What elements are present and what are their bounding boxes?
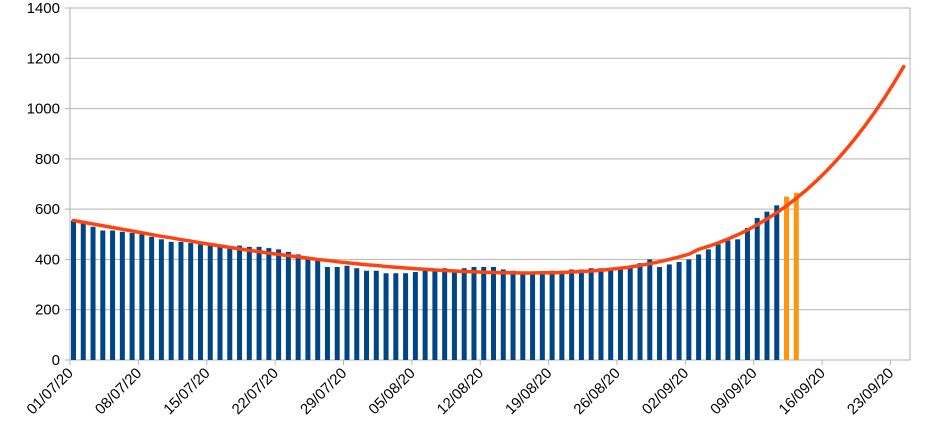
- bar: [217, 245, 223, 360]
- bar: [559, 270, 565, 360]
- bar: [90, 226, 96, 360]
- y-tick-label: 400: [35, 251, 60, 268]
- bar: [344, 265, 350, 360]
- bar: [666, 264, 672, 360]
- bar: [383, 273, 389, 360]
- bar: [110, 230, 116, 360]
- x-tick-label: 26/08/20: [570, 365, 623, 418]
- trend-line: [71, 64, 906, 275]
- bar: [256, 246, 262, 360]
- bar: [500, 269, 506, 360]
- bar: [295, 254, 301, 360]
- bar: [784, 196, 790, 360]
- x-tick-label: 09/09/20: [707, 365, 760, 418]
- x-tick-label: 01/07/20: [24, 365, 77, 418]
- bar: [354, 268, 360, 360]
- bar: [432, 270, 438, 360]
- bar: [578, 269, 584, 360]
- y-tick-label: 1400: [27, 0, 60, 17]
- bar: [324, 266, 330, 360]
- y-tick-label: 0: [52, 352, 60, 369]
- bar: [71, 220, 76, 360]
- bar: [715, 244, 721, 360]
- bar: [451, 269, 457, 360]
- bar: [285, 251, 291, 360]
- x-tick-label: 15/07/20: [160, 365, 213, 418]
- bar: [676, 261, 682, 360]
- bar: [754, 217, 760, 360]
- y-tick-label: 800: [35, 151, 60, 168]
- bar: [227, 246, 233, 360]
- bar: [481, 266, 487, 360]
- bar: [188, 243, 194, 360]
- bar: [373, 270, 379, 360]
- bar: [442, 268, 448, 360]
- bar: [627, 266, 633, 360]
- bar: [549, 270, 555, 360]
- x-tick-label: 02/09/20: [639, 365, 692, 418]
- bar: [364, 270, 370, 360]
- bar: [393, 273, 399, 360]
- bar: [530, 272, 536, 360]
- bar: [422, 270, 428, 360]
- bar: [588, 268, 594, 360]
- bar: [647, 259, 653, 360]
- bar: [100, 230, 106, 360]
- bar: [158, 239, 164, 360]
- bar: [246, 246, 252, 360]
- x-tick-label: 16/09/20: [776, 365, 829, 418]
- bar: [569, 269, 575, 360]
- bar: [334, 266, 340, 360]
- y-tick-label: 1200: [27, 50, 60, 67]
- bar: [764, 211, 770, 360]
- y-tick-label: 1000: [27, 101, 60, 118]
- y-tick-label: 200: [35, 302, 60, 319]
- bar: [520, 272, 526, 360]
- bar: [539, 272, 545, 360]
- bar: [617, 268, 623, 360]
- bar: [178, 241, 184, 360]
- bar: [266, 248, 272, 360]
- x-tick-label: 23/09/20: [844, 365, 897, 418]
- x-tick-label: 08/07/20: [92, 365, 145, 418]
- bar: [744, 228, 750, 360]
- bar: [657, 266, 663, 360]
- bar: [139, 234, 145, 360]
- bar: [237, 245, 243, 360]
- plot-area: [69, 7, 911, 361]
- bar: [315, 260, 321, 360]
- bar: [149, 236, 155, 360]
- bar: [80, 222, 86, 360]
- bar: [276, 249, 282, 360]
- bar: [119, 231, 125, 360]
- bar: [403, 273, 409, 360]
- x-tick-label: 12/08/20: [434, 365, 487, 418]
- bar: [305, 256, 311, 360]
- bar: [207, 244, 213, 360]
- bar: [598, 268, 604, 360]
- bar: [735, 239, 741, 360]
- bar: [510, 270, 516, 360]
- bar: [129, 233, 135, 360]
- y-tick-label: 600: [35, 201, 60, 218]
- x-tick-label: 22/07/20: [229, 365, 282, 418]
- bar: [197, 244, 203, 360]
- bar: [793, 192, 799, 360]
- bar: [696, 254, 702, 360]
- x-tick-label: 05/08/20: [365, 365, 418, 418]
- bar: [168, 241, 174, 360]
- bar: [471, 266, 477, 360]
- bar: [461, 268, 467, 360]
- bar: [412, 272, 418, 360]
- bar: [725, 240, 731, 360]
- bar: [705, 249, 711, 360]
- bar: [608, 268, 614, 360]
- bar: [491, 266, 496, 360]
- bar: [686, 259, 692, 360]
- bar: [637, 263, 643, 360]
- bar: [774, 205, 780, 360]
- x-tick-label: 19/08/20: [502, 365, 555, 418]
- x-tick-label: 29/07/20: [297, 365, 350, 418]
